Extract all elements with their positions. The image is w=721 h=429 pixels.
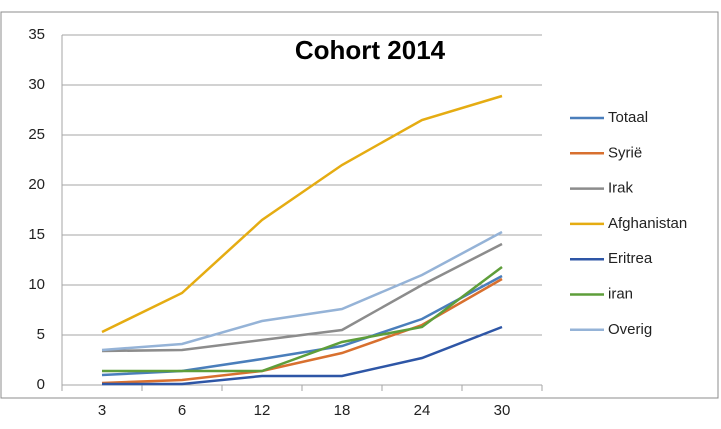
y-tick-label: 30 <box>28 76 45 93</box>
x-tick-label: 24 <box>414 402 431 419</box>
x-tick-label: 30 <box>494 402 511 419</box>
legend-label: Eritrea <box>608 250 653 267</box>
y-tick-label: 25 <box>28 126 45 143</box>
y-tick-label: 35 <box>28 26 45 43</box>
x-tick-label: 12 <box>254 402 271 419</box>
chart-title: Cohort 2014 <box>295 35 446 65</box>
legend-label: Syrië <box>608 144 642 161</box>
legend-label: Afghanistan <box>608 215 687 232</box>
y-tick-label: 0 <box>37 376 45 393</box>
x-tick-label: 18 <box>334 402 351 419</box>
y-tick-label: 5 <box>37 326 45 343</box>
series-line <box>101 94 503 334</box>
y-tick-label: 20 <box>28 176 45 193</box>
x-tick-label: 3 <box>98 402 106 419</box>
y-tick-label: 15 <box>28 226 45 243</box>
series-line <box>102 266 503 373</box>
x-tick-label: 6 <box>178 402 186 419</box>
y-tick-label: 10 <box>28 276 45 293</box>
legend-label: Totaal <box>608 109 648 126</box>
series-line <box>101 242 503 353</box>
chart-frame <box>0 11 719 399</box>
series-line <box>102 325 503 386</box>
legend-label: iran <box>608 285 633 302</box>
legend-label: Overig <box>608 321 652 338</box>
legend-label: Irak <box>608 180 634 197</box>
series-line <box>101 230 503 352</box>
